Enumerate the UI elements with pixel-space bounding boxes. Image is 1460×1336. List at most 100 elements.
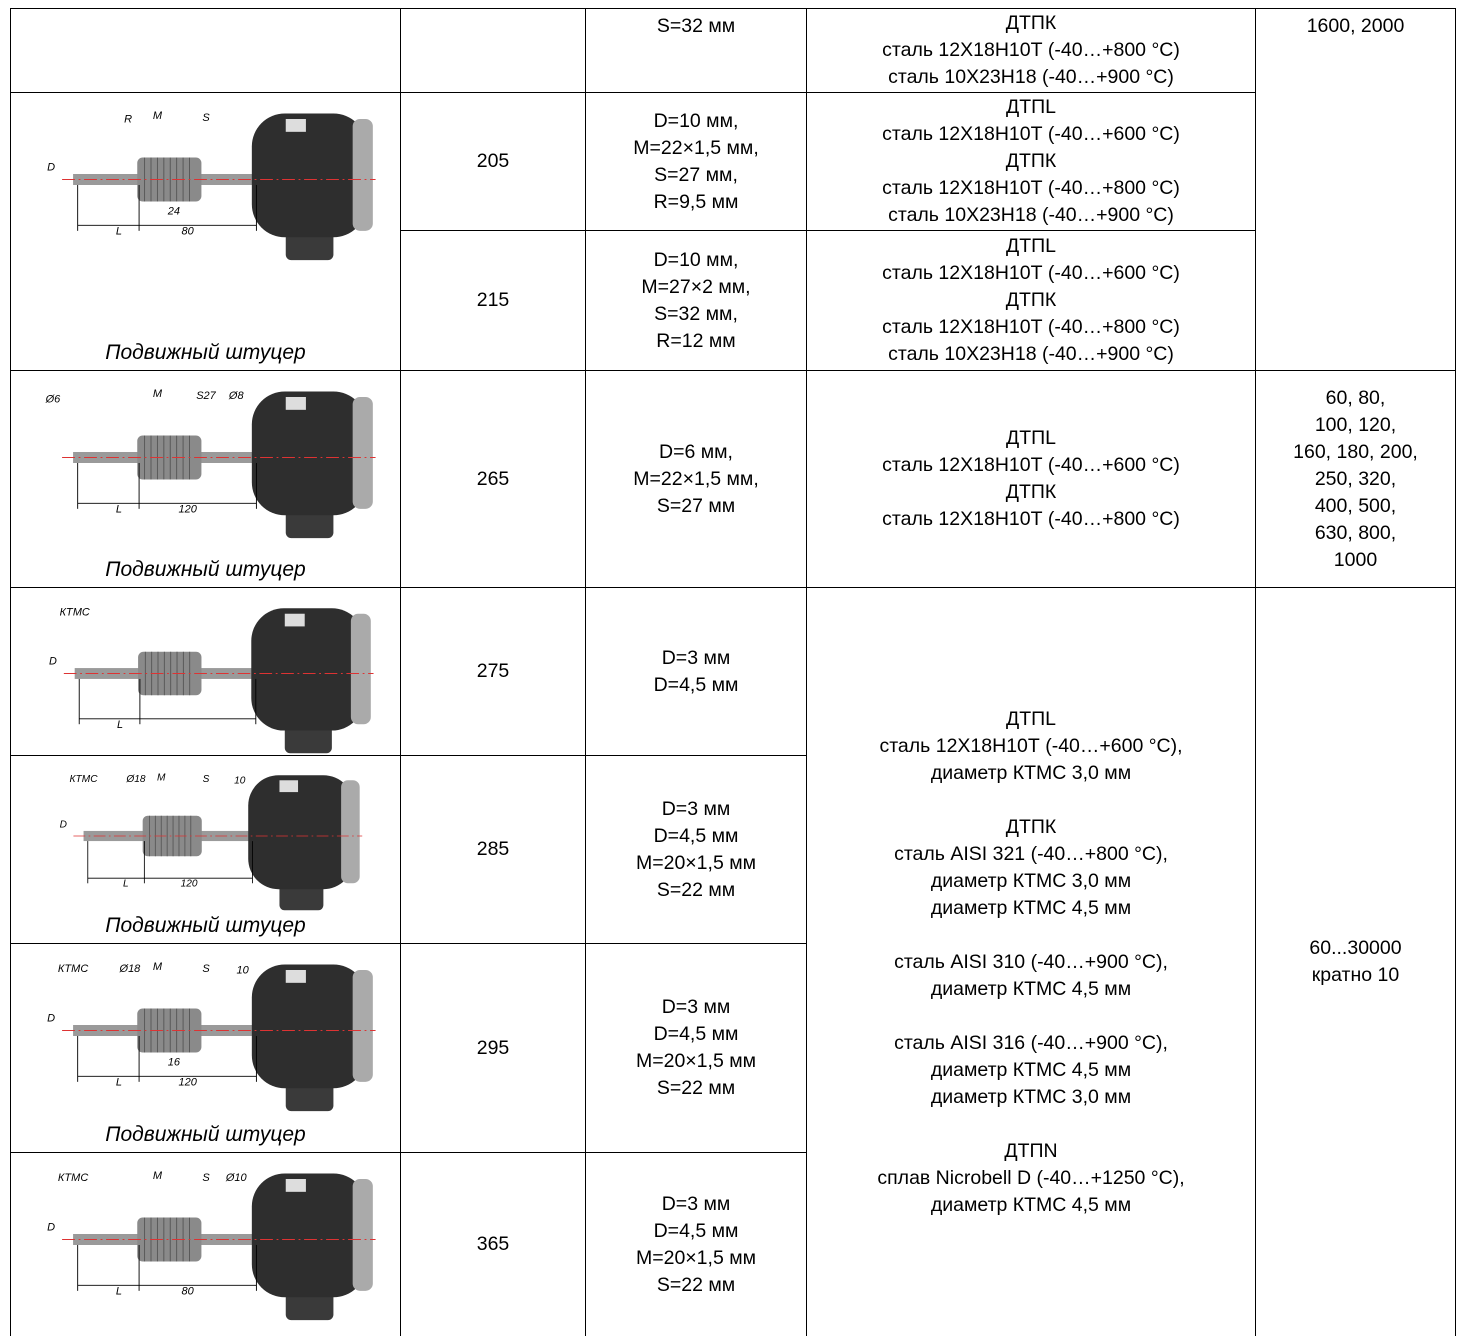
length-value: 1600, 2000	[1307, 13, 1405, 40]
drawing-label: L	[115, 1077, 121, 1089]
dimension: D=4,5 мм	[654, 1218, 739, 1245]
table-cell: 365	[400, 1152, 586, 1336]
head	[251, 1174, 366, 1298]
table-cell	[10, 8, 401, 93]
sensor-line: сталь 12Х18Н10Т (-40…+600 °C)	[882, 452, 1180, 479]
drawing-label: КТМС	[57, 963, 87, 975]
caption: Подвижный штуцер	[105, 912, 305, 943]
head	[251, 965, 366, 1089]
drawing-label: 120	[178, 1077, 197, 1089]
drawing-label: D	[59, 820, 66, 831]
dimension: D=3 мм	[662, 1191, 731, 1218]
plate	[285, 397, 305, 410]
dimension: D=6 мм,	[659, 439, 733, 466]
dimension: S=32 мм,	[654, 301, 738, 328]
model-code: 295	[477, 1035, 510, 1062]
sensor-line: сталь 12Х18Н10Т (-40…+600 °C)	[882, 260, 1180, 287]
fitting	[137, 1218, 201, 1262]
length-value: 400, 500,	[1315, 493, 1396, 520]
drawing-label: M	[152, 388, 162, 400]
dimension: S=27 мм	[657, 493, 735, 520]
length-value: кратно 10	[1312, 962, 1399, 989]
drawing-label: D	[47, 1012, 55, 1024]
plate	[284, 614, 304, 627]
table-cell: S=32 мм	[585, 8, 807, 93]
sensor-line: диаметр КТМС 4,5 мм	[894, 976, 1168, 1003]
model-code: 275	[477, 658, 510, 685]
sensor-line: диаметр КТМС 4,5 мм	[894, 895, 1168, 922]
drawing-label: L	[115, 504, 121, 516]
drawing-label: S	[202, 963, 210, 975]
drawing-label: D	[47, 161, 55, 173]
dimension: M=20×1,5 мм	[636, 850, 756, 877]
sensor-line: ДТПК	[882, 148, 1180, 175]
sensor-line: диаметр КТМС 4,5 мм	[877, 1192, 1184, 1219]
length-value: 60, 80,	[1326, 385, 1386, 412]
drawing-label: M	[157, 772, 166, 783]
table-cell: 295	[400, 943, 586, 1153]
drawing-label: D	[47, 1221, 55, 1233]
length-value: 100, 120,	[1315, 412, 1396, 439]
model-code: 365	[477, 1231, 510, 1258]
sensor-line: диаметр КТМС 3,0 мм	[894, 1084, 1168, 1111]
drawing-label: 24	[166, 205, 179, 217]
dimension: D=4,5 мм	[654, 1021, 739, 1048]
length-value: 60...30000	[1309, 935, 1401, 962]
sensor-line: сталь 12Х18Н10Т (-40…+800 °C)	[882, 37, 1180, 64]
sensor-line: сталь 12Х18Н10Т (-40…+600 °C)	[882, 121, 1180, 148]
sensor-line: ДТПК	[882, 287, 1180, 314]
fitting	[138, 652, 201, 695]
table-cell: 265	[400, 370, 586, 588]
dimension: D=3 мм	[662, 796, 731, 823]
head	[251, 114, 366, 238]
dimension: D=3 мм	[662, 645, 731, 672]
caption: Подвижный штуцер	[105, 1121, 305, 1152]
dimension: M=22×1,5 мм,	[633, 466, 758, 493]
plate	[279, 780, 298, 792]
drawing-label: L	[116, 719, 122, 731]
drawing-label: Ø18	[118, 963, 141, 975]
drawing-label: 80	[181, 226, 194, 238]
dimension: R=9,5 мм	[654, 189, 739, 216]
sensor-line: диаметр КТМС 3,0 мм	[894, 868, 1168, 895]
table-cell: 215	[400, 230, 586, 371]
drawing-label: Ø18	[125, 774, 146, 785]
table-cell: D=6 мм,M=22×1,5 мм,S=27 мм	[585, 370, 807, 588]
dimension: S=22 мм	[657, 877, 735, 904]
table-cell: 285	[400, 755, 586, 944]
sensor-line: ДТПL	[879, 706, 1182, 733]
fitting	[137, 1009, 201, 1053]
drawing-label: M	[152, 961, 162, 973]
dimension: D=4,5 мм	[654, 823, 739, 850]
sensor-line: ДТПК	[882, 10, 1180, 37]
dimension: S=22 мм	[657, 1272, 735, 1299]
model-code: 265	[477, 466, 510, 493]
sensor-line: диаметр КТМС 4,5 мм	[894, 1057, 1168, 1084]
sensor-group: сталь AISI 316 (-40…+900 °C),диаметр КТМ…	[894, 1030, 1168, 1111]
sensor-line: сталь AISI 310 (-40…+900 °C),	[894, 949, 1168, 976]
sensor-line: ДТПК	[894, 814, 1168, 841]
head	[248, 775, 354, 889]
drawing-label: 10	[234, 776, 246, 787]
table-cell: D=10 мм,M=27×2 мм,S=32 мм,R=12 мм	[585, 230, 807, 371]
table-cell	[400, 8, 586, 93]
table-cell: 205	[400, 92, 586, 231]
drawing-label: 80	[181, 1286, 194, 1298]
dimension: S=32 мм	[657, 13, 735, 40]
cap	[350, 614, 370, 724]
page: S=32 ммДТПКсталь 12Х18Н10Т (-40…+800 °C)…	[0, 0, 1460, 1336]
sensor-line: сталь 12Х18Н10Т (-40…+800 °C)	[882, 314, 1180, 341]
sensor-line: сталь 12Х18Н10Т (-40…+600 °C),	[879, 733, 1182, 760]
model-code: 215	[477, 287, 510, 314]
